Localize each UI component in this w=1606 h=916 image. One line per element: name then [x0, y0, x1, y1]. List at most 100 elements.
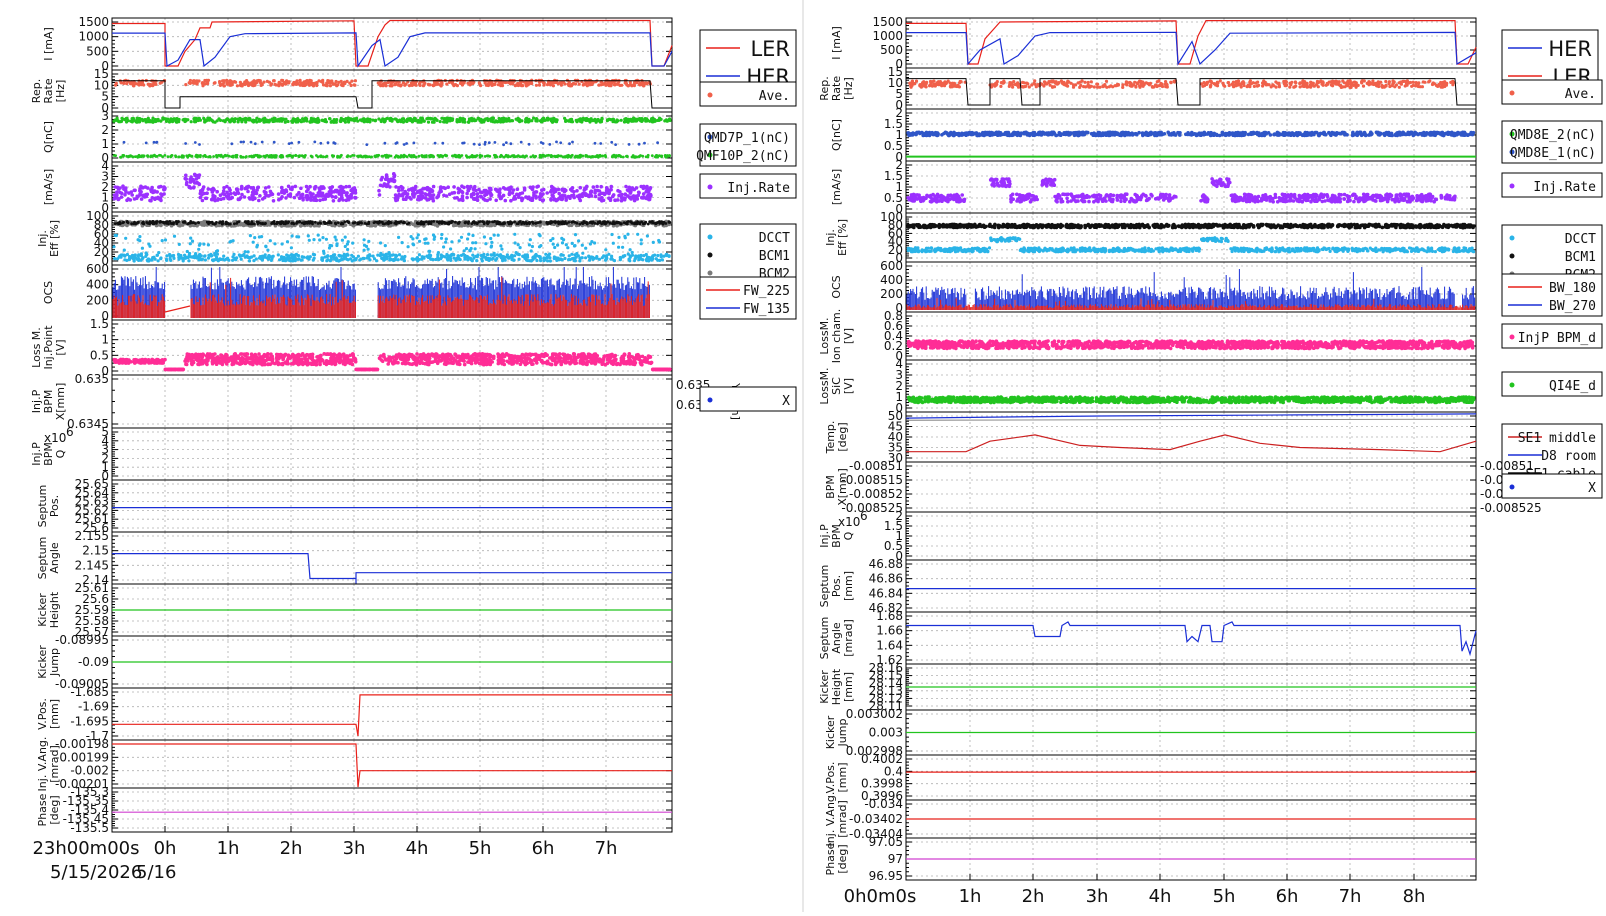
data-point — [340, 80, 343, 83]
data-point — [516, 222, 519, 225]
y-tick-label: 0.5 — [90, 348, 109, 362]
data-point — [335, 118, 338, 121]
data-point — [194, 141, 197, 144]
data-point — [172, 221, 175, 224]
data-point — [231, 117, 234, 120]
data-point — [182, 156, 185, 159]
data-point — [235, 156, 238, 159]
data-point — [317, 234, 320, 237]
data-point — [125, 199, 129, 203]
data-point — [638, 143, 641, 146]
data-point — [554, 155, 557, 158]
data-point — [248, 118, 251, 121]
data-point — [397, 258, 400, 261]
y-tick-label: 600 — [86, 262, 109, 276]
y-tick-label: -0.002 — [70, 764, 109, 778]
y-tick-label: 2 — [101, 123, 109, 137]
data-point — [319, 221, 322, 224]
data-point — [166, 118, 169, 121]
data-point — [192, 221, 195, 224]
data-point — [336, 155, 339, 158]
data-point — [512, 155, 515, 158]
data-point — [244, 81, 247, 84]
data-point — [136, 195, 140, 199]
data-point — [513, 233, 516, 236]
data-point — [377, 189, 381, 193]
data-point — [236, 84, 239, 87]
data-point — [597, 84, 600, 87]
data-point — [400, 188, 404, 192]
data-point — [648, 120, 651, 123]
data-point — [452, 185, 456, 189]
data-point — [283, 222, 286, 225]
data-point — [631, 251, 634, 254]
data-point — [378, 83, 381, 86]
data-point — [356, 120, 359, 123]
data-point — [130, 193, 134, 197]
data-point — [439, 120, 442, 123]
data-point — [446, 185, 450, 189]
data-point — [202, 155, 205, 158]
data-point — [479, 220, 482, 223]
panel-frame — [112, 18, 672, 70]
data-point — [668, 118, 671, 121]
data-point — [586, 155, 589, 158]
panel-bpm: 0.6350.6345Inj.PBPMX[mm]0.6350.6345Y[mm]… — [30, 372, 796, 431]
data-point — [488, 141, 491, 144]
charge-blue-points — [123, 141, 659, 147]
data-point — [473, 197, 477, 201]
data-point — [540, 188, 544, 192]
y-axis-label: Eff [%] — [48, 220, 61, 257]
data-point — [221, 79, 224, 82]
data-point — [365, 143, 368, 146]
data-point — [410, 82, 413, 85]
data-point — [245, 118, 248, 121]
data-point — [233, 222, 236, 225]
data-point — [313, 198, 317, 202]
data-point — [247, 84, 250, 87]
data-point — [153, 154, 156, 157]
data-point — [245, 187, 249, 191]
data-point — [279, 197, 283, 201]
data-point — [156, 155, 159, 158]
y-axis-label: [mA/s] — [42, 169, 55, 205]
data-point — [232, 253, 235, 256]
data-point — [598, 197, 602, 201]
data-point — [445, 83, 448, 86]
data-point — [616, 189, 620, 193]
data-point — [192, 186, 196, 190]
data-point — [615, 155, 618, 158]
data-point — [598, 221, 601, 224]
data-point — [189, 237, 192, 240]
data-point — [309, 121, 312, 124]
data-point — [509, 142, 512, 145]
data-point — [259, 119, 262, 122]
data-point — [583, 188, 587, 192]
data-point — [218, 154, 221, 157]
data-point — [462, 186, 466, 190]
data-point — [253, 196, 257, 200]
data-point — [401, 241, 404, 244]
data-point — [394, 185, 398, 189]
data-point — [222, 220, 225, 223]
data-point — [434, 142, 437, 145]
data-point — [284, 121, 287, 124]
data-point — [320, 80, 323, 83]
legend-entry: X — [782, 394, 790, 409]
data-point — [414, 185, 418, 189]
data-point — [272, 199, 276, 203]
data-point — [410, 155, 413, 158]
data-point — [238, 198, 242, 202]
data-point — [405, 142, 408, 145]
data-point — [357, 221, 360, 224]
data-point — [588, 259, 591, 262]
data-point — [496, 120, 499, 123]
charge-green-points — [112, 117, 671, 124]
data-point — [250, 141, 253, 144]
data-point — [214, 121, 217, 124]
data-point — [146, 154, 149, 157]
data-point — [526, 196, 530, 200]
data-point — [294, 185, 298, 189]
